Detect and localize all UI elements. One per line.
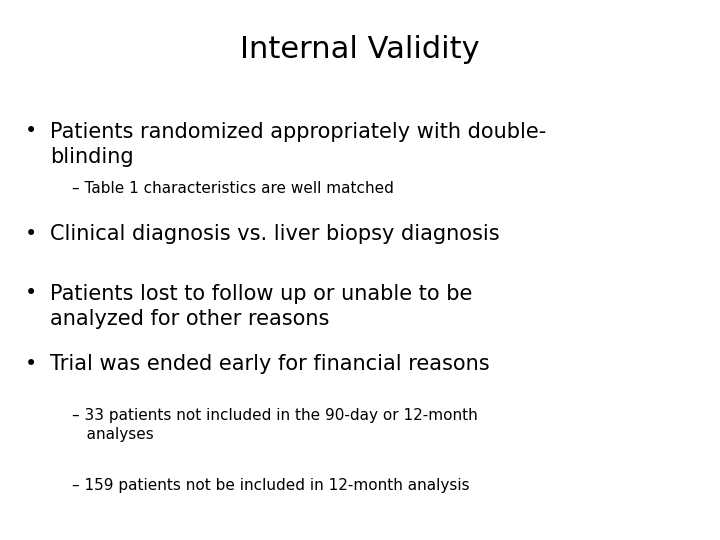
- Text: Trial was ended early for financial reasons: Trial was ended early for financial reas…: [50, 354, 490, 374]
- Text: •: •: [25, 354, 37, 374]
- Text: •: •: [25, 224, 37, 244]
- Text: Internal Validity: Internal Validity: [240, 35, 480, 64]
- Text: Patients randomized appropriately with double-
blinding: Patients randomized appropriately with d…: [50, 122, 546, 167]
- Text: – Table 1 characteristics are well matched: – Table 1 characteristics are well match…: [72, 181, 394, 196]
- Text: Patients lost to follow up or unable to be
analyzed for other reasons: Patients lost to follow up or unable to …: [50, 284, 473, 329]
- Text: •: •: [25, 284, 37, 303]
- Text: – 33 patients not included in the 90-day or 12-month
   analyses: – 33 patients not included in the 90-day…: [72, 408, 478, 442]
- Text: – 159 patients not be included in 12-month analysis: – 159 patients not be included in 12-mon…: [72, 478, 469, 493]
- Text: Clinical diagnosis vs. liver biopsy diagnosis: Clinical diagnosis vs. liver biopsy diag…: [50, 224, 500, 244]
- Text: •: •: [25, 122, 37, 141]
